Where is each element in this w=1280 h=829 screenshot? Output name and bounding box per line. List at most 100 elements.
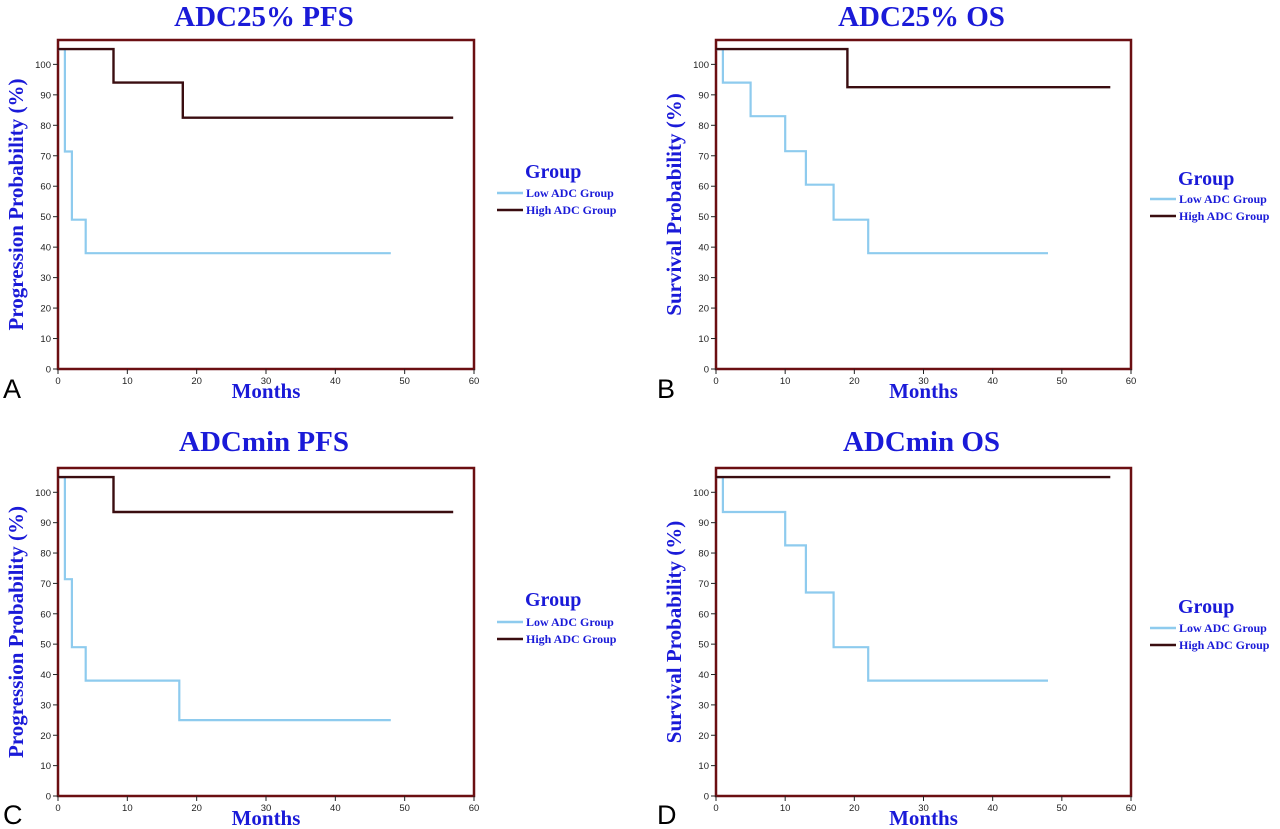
y-tick-label: 40 xyxy=(698,243,709,254)
x-tick-label: 30 xyxy=(918,376,929,387)
series-line-high-adc xyxy=(58,47,454,119)
chart-title: ADCmin PFS xyxy=(179,426,349,458)
panel-letter: C xyxy=(3,800,23,829)
y-tick-label: 80 xyxy=(698,549,709,560)
y-tick-label: 60 xyxy=(40,182,51,193)
x-tick-label: 20 xyxy=(849,376,860,387)
y-tick-label: 50 xyxy=(698,640,709,651)
x-tick-label: 10 xyxy=(122,376,133,387)
y-tick-label: 30 xyxy=(698,273,709,284)
x-axis-title: Months xyxy=(889,806,958,829)
y-tick-label: 100 xyxy=(35,488,51,499)
x-tick-label: 60 xyxy=(469,376,480,387)
panel-letter: A xyxy=(3,374,21,404)
x-tick-label: 0 xyxy=(55,376,60,387)
y-tick-label: 40 xyxy=(40,243,51,254)
y-tick-label: 50 xyxy=(40,640,51,651)
x-axis-title: Months xyxy=(232,806,301,829)
y-axis-title: Progression Probability (%) xyxy=(4,78,28,330)
y-tick-label: 10 xyxy=(698,761,709,772)
legend: Group Low ADC Group High ADC Group xyxy=(497,589,617,646)
y-tick-label: 70 xyxy=(698,579,709,590)
y-tick-label: 40 xyxy=(40,670,51,681)
y-tick-label: 100 xyxy=(35,60,51,71)
legend-label: High ADC Group xyxy=(1179,209,1270,223)
legend-label: High ADC Group xyxy=(526,632,617,646)
x-tick-label: 30 xyxy=(261,803,272,814)
plot-frame xyxy=(714,38,1133,371)
x-tick-label: 50 xyxy=(1057,803,1068,814)
legend-label: Low ADC Group xyxy=(526,186,614,200)
y-tick-label: 70 xyxy=(698,151,709,162)
series-line-low-adc xyxy=(716,476,1048,682)
x-tick-label: 10 xyxy=(122,803,133,814)
x-tick-label: 60 xyxy=(1126,376,1137,387)
series-line-high-adc xyxy=(716,47,1111,89)
y-tick-label: 70 xyxy=(40,151,51,162)
chart-panel-d: ADCmin OS 0 10 20 30 40 50 60 70 80 90 100 0 10 20 30 40… xyxy=(657,426,1270,829)
chart-panel-a: ADC25% PFS 0 10 20 30 40 50 60 70 80 90 100 0 10 20 30 4… xyxy=(3,1,617,404)
y-tick-label: 0 xyxy=(46,792,51,803)
panel-letter: B xyxy=(657,374,675,404)
y-tick-label: 60 xyxy=(698,609,709,620)
legend-label: Low ADC Group xyxy=(1179,192,1267,206)
series-line-high-adc xyxy=(58,475,454,514)
y-tick-label: 0 xyxy=(46,365,51,376)
series-line-low-adc xyxy=(716,48,1048,255)
chart-panel-c: ADCmin PFS 0 10 20 30 40 50 60 70 80 90 100 0 10 20 30 4… xyxy=(3,426,617,829)
y-tick-label: 50 xyxy=(40,212,51,223)
y-tick-label: 30 xyxy=(698,700,709,711)
legend-label: High ADC Group xyxy=(526,203,617,217)
x-tick-label: 20 xyxy=(191,376,202,387)
chart-title: ADC25% PFS xyxy=(174,1,354,33)
y-tick-label: 80 xyxy=(40,549,51,560)
y-tick-label: 50 xyxy=(698,212,709,223)
x-tick-label: 0 xyxy=(713,376,718,387)
legend-label: Low ADC Group xyxy=(526,615,614,629)
y-tick-label: 90 xyxy=(698,90,709,101)
legend: Group Low ADC Group High ADC Group xyxy=(1150,168,1270,223)
x-tick-label: 10 xyxy=(780,803,791,814)
x-tick-label: 50 xyxy=(1057,376,1068,387)
y-tick-label: 60 xyxy=(698,182,709,193)
y-tick-label: 90 xyxy=(40,90,51,101)
y-tick-label: 80 xyxy=(40,121,51,132)
y-tick-label: 20 xyxy=(698,304,709,315)
legend-title: Group xyxy=(1178,596,1234,618)
x-tick-label: 20 xyxy=(191,803,202,814)
y-tick-label: 60 xyxy=(40,609,51,620)
x-tick-label: 60 xyxy=(469,803,480,814)
y-tick-label: 70 xyxy=(40,579,51,590)
y-tick-label: 30 xyxy=(40,273,51,284)
x-tick-label: 50 xyxy=(399,803,410,814)
y-tick-label: 30 xyxy=(40,700,51,711)
y-axis-title: Progression Probability (%) xyxy=(4,506,28,758)
legend: Group Low ADC Group High ADC Group xyxy=(497,161,617,217)
x-tick-label: 20 xyxy=(849,803,860,814)
y-tick-label: 0 xyxy=(704,365,709,376)
y-tick-label: 100 xyxy=(693,488,709,499)
y-tick-label: 10 xyxy=(40,761,51,772)
x-tick-label: 0 xyxy=(55,803,60,814)
plot-frame xyxy=(56,466,476,798)
chart-title: ADCmin OS xyxy=(843,426,1000,458)
legend-title: Group xyxy=(525,589,581,611)
x-tick-label: 40 xyxy=(987,376,998,387)
y-tick-label: 0 xyxy=(704,792,709,803)
x-tick-label: 30 xyxy=(261,376,272,387)
y-tick-label: 20 xyxy=(40,304,51,315)
panel-letter: D xyxy=(657,800,677,829)
x-tick-label: 50 xyxy=(399,376,410,387)
y-tick-label: 80 xyxy=(698,121,709,132)
x-tick-label: 0 xyxy=(713,803,718,814)
y-axis-title: Survival Probability (%) xyxy=(662,93,686,315)
x-tick-label: 40 xyxy=(330,376,341,387)
legend: Group Low ADC Group High ADC Group xyxy=(1150,596,1270,652)
x-tick-label: 10 xyxy=(780,376,791,387)
y-tick-label: 10 xyxy=(40,334,51,345)
series-line-low-adc xyxy=(58,476,391,722)
y-tick-label: 20 xyxy=(40,731,51,742)
chart-title: ADC25% OS xyxy=(838,1,1005,33)
x-tick-label: 30 xyxy=(918,803,929,814)
